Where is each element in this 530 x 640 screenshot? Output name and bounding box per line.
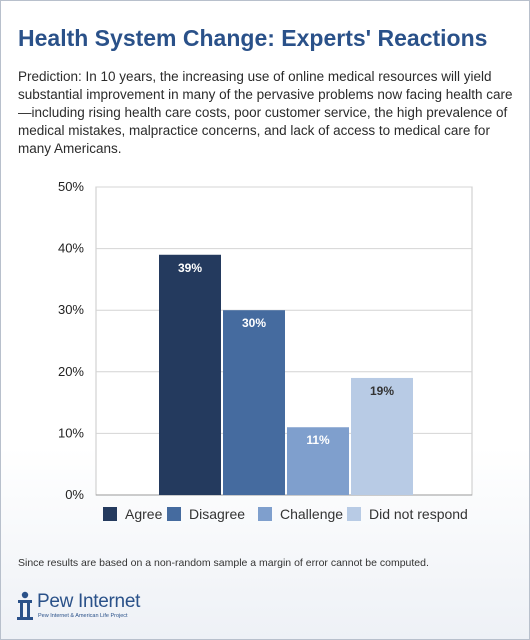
bar — [223, 310, 285, 495]
y-tick-label: 50% — [58, 179, 84, 194]
y-tick-label: 10% — [58, 425, 84, 440]
legend-label: Agree — [125, 506, 163, 522]
data-label: 39% — [178, 261, 202, 275]
logo-name: Pew Internet — [37, 591, 141, 612]
data-label: 19% — [370, 384, 394, 398]
legend-label: Challenge — [280, 506, 343, 522]
bar-chart: 0% 10% 20% 30% 40% 50% 39% 30% 11% 19% Agree Disagr… — [58, 179, 473, 522]
legend-swatch — [103, 507, 117, 521]
bar — [287, 427, 349, 495]
data-label: 11% — [306, 433, 330, 447]
bar — [159, 254, 221, 495]
legend-swatch — [167, 507, 181, 521]
y-tick-label: 30% — [58, 302, 84, 317]
legend-label: Did not respond — [369, 506, 468, 522]
y-tick-label: 20% — [58, 364, 84, 379]
bar — [351, 377, 413, 495]
logo-subtitle: Pew Internet & American Life Project — [38, 613, 128, 619]
pew-logo-icon — [17, 591, 33, 620]
legend-swatch — [258, 507, 272, 521]
footnote: Since results are based on a non-random … — [18, 557, 429, 569]
data-label: 30% — [242, 316, 266, 330]
legend-label: Disagree — [189, 506, 245, 522]
y-tick-label: 0% — [65, 487, 84, 502]
chart-description: Prediction: In 10 years, the increasing … — [18, 69, 513, 156]
y-tick-label: 40% — [58, 241, 84, 256]
chart-title: Health System Change: Experts' Reactions — [18, 25, 488, 51]
legend-swatch — [347, 507, 361, 521]
